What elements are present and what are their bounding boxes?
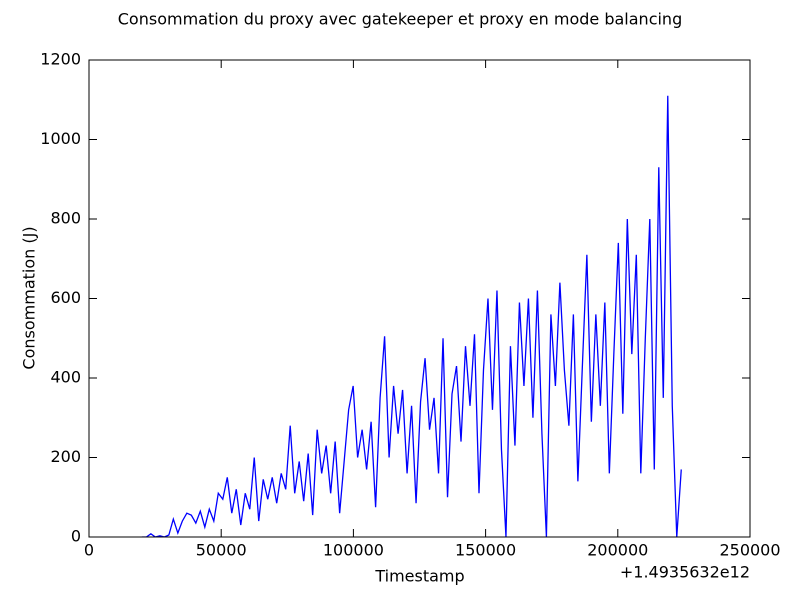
x-axis-label: Timestamp bbox=[374, 567, 464, 586]
data-line bbox=[141, 95, 682, 537]
y-tick-label: 200 bbox=[50, 447, 81, 466]
y-axis-label: Consommation (J) bbox=[20, 226, 39, 369]
x-tick-label: 200000 bbox=[587, 541, 648, 560]
x-tick-label: 100000 bbox=[323, 541, 384, 560]
y-tick-label: 800 bbox=[50, 209, 81, 228]
x-tick-label: 0 bbox=[84, 541, 94, 560]
y-tick-label: 1000 bbox=[40, 129, 81, 148]
y-tick-label: 400 bbox=[50, 368, 81, 387]
y-tick-label: 0 bbox=[71, 527, 81, 546]
y-tick-label: 600 bbox=[50, 288, 81, 307]
x-tick-label: 150000 bbox=[455, 541, 516, 560]
y-tick-label: 1200 bbox=[40, 50, 81, 69]
x-tick-label: 50000 bbox=[196, 541, 247, 560]
x-offset-label: +1.4935632e12 bbox=[620, 563, 750, 582]
chart-title: Consommation du proxy avec gatekeeper et… bbox=[118, 10, 682, 29]
x-tick-label: 250000 bbox=[719, 541, 780, 560]
